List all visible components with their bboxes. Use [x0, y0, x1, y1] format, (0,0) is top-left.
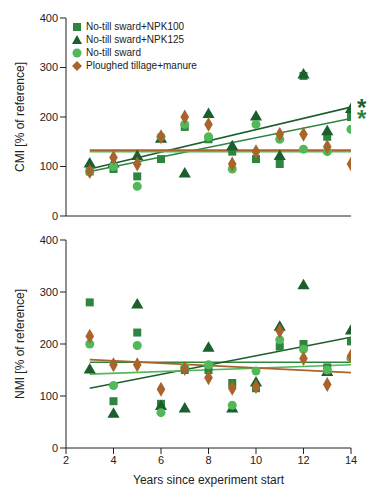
svg-text:NMI [% of reference]: NMI [% of reference]	[13, 289, 27, 399]
svg-text:200: 200	[40, 111, 58, 123]
svg-text:0: 0	[52, 210, 58, 222]
svg-text:Years since experiment start: Years since experiment start	[133, 473, 285, 487]
svg-text:100: 100	[40, 390, 58, 402]
svg-text:4: 4	[110, 454, 116, 466]
html-text:No-till sward+NPK125: No-till sward+NPK125	[86, 34, 185, 45]
svg-text:10: 10	[250, 454, 262, 466]
svg-text:400: 400	[40, 234, 58, 246]
svg-text:100: 100	[40, 160, 58, 172]
svg-text:CMI [% of reference]: CMI [% of reference]	[13, 62, 27, 172]
svg-text:2: 2	[63, 454, 69, 466]
svg-text:14: 14	[345, 454, 357, 466]
svg-text:200: 200	[40, 338, 58, 350]
svg-text:12: 12	[297, 454, 309, 466]
svg-text:*: *	[357, 105, 367, 132]
svg-text:6: 6	[158, 454, 164, 466]
svg-text:300: 300	[40, 286, 58, 298]
svg-text:8: 8	[205, 454, 211, 466]
html-text:No-till sward: No-till sward	[86, 47, 141, 58]
html-text:Ploughed tillage+manure: Ploughed tillage+manure	[86, 60, 197, 71]
svg-text:300: 300	[40, 61, 58, 73]
svg-text:0: 0	[52, 442, 58, 454]
svg-text:400: 400	[40, 12, 58, 24]
html-text:No-till sward+NPK100: No-till sward+NPK100	[86, 21, 185, 32]
